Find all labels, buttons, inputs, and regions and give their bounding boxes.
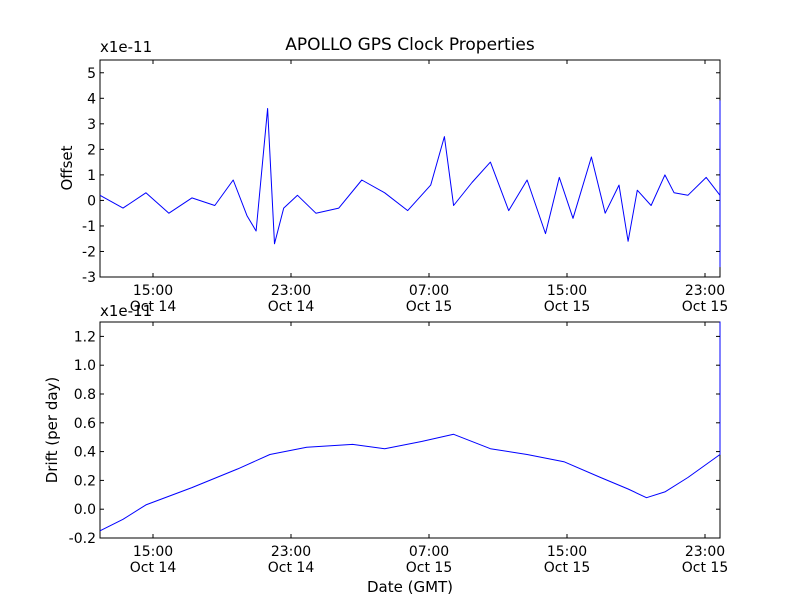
drift-y-tick-label: 1.0 <box>74 358 96 374</box>
offset-y-label: Offset <box>58 145 76 190</box>
offset-plot-frame <box>99 59 721 278</box>
drift-y-tick-label: 0.8 <box>74 387 96 403</box>
drift-x-tick-date: Oct 14 <box>268 560 315 576</box>
offset-x-tick-time: 23:00 <box>685 283 725 299</box>
drift-y-tick-label: 1.2 <box>74 329 96 345</box>
drift-x-tick-date: Oct 14 <box>130 560 177 576</box>
drift-x-tick-time: 23:00 <box>685 544 725 560</box>
drift-multiplier: x1e-11 <box>100 302 152 320</box>
offset-x-tick-time: 15:00 <box>133 283 173 299</box>
drift-x-tick-time: 23:00 <box>271 544 311 560</box>
offset-y-tick-label: 1 <box>87 168 96 184</box>
drift-series-line <box>99 321 721 532</box>
offset-x-tick-time: 15:00 <box>547 283 587 299</box>
offset-y-tick-label: 4 <box>87 91 96 107</box>
drift-y-tick-label: 0.0 <box>74 502 96 518</box>
drift-x-tick-date: Oct 15 <box>682 560 728 576</box>
offset-multiplier: x1e-11 <box>100 38 152 56</box>
drift-x-tick-date: Oct 15 <box>544 560 590 576</box>
offset-x-tick-time: 07:00 <box>409 283 449 299</box>
offset-y-tick-label: -3 <box>82 270 96 286</box>
drift-x-tick-time: 15:00 <box>547 544 587 560</box>
drift-y-label: Drift (per day) <box>43 377 61 484</box>
offset-x-tick-date: Oct 14 <box>268 299 315 315</box>
offset-y-tick-label: 5 <box>87 66 96 82</box>
drift-x-tick-time: 07:00 <box>409 544 449 560</box>
offset-y-ticks: -3 -2 -1 0 1 2 3 4 5 <box>82 66 720 286</box>
offset-y-tick-label: 3 <box>87 117 96 133</box>
drift-y-ticks: -0.2 0.0 0.2 0.4 0.6 0.8 1.0 1.2 <box>69 329 720 547</box>
drift-y-tick-label: 0.2 <box>74 473 96 489</box>
offset-x-tick-date: Oct 15 <box>682 299 728 315</box>
drift-x-tick-date: Oct 15 <box>406 560 452 576</box>
drift-x-tick-time: 15:00 <box>133 544 173 560</box>
offset-y-tick-label: -1 <box>82 219 96 235</box>
drift-y-tick-label: 0.6 <box>74 416 96 432</box>
x-axis-label: Date (GMT) <box>367 578 453 596</box>
offset-series-line <box>99 100 721 268</box>
drift-plot-frame <box>99 321 721 539</box>
drift-y-tick-label: -0.2 <box>69 531 96 547</box>
offset-x-tick-time: 23:00 <box>271 283 311 299</box>
offset-y-tick-label: 2 <box>87 142 96 158</box>
offset-y-tick-label: 0 <box>87 193 96 209</box>
offset-x-tick-date: Oct 14 <box>130 299 177 315</box>
offset-x-tick-date: Oct 15 <box>544 299 590 315</box>
offset-x-tick-date: Oct 15 <box>406 299 452 315</box>
chart-title: APOLLO GPS Clock Properties <box>285 35 535 55</box>
drift-y-tick-label: 0.4 <box>74 445 96 461</box>
offset-y-tick-label: -2 <box>82 244 96 260</box>
